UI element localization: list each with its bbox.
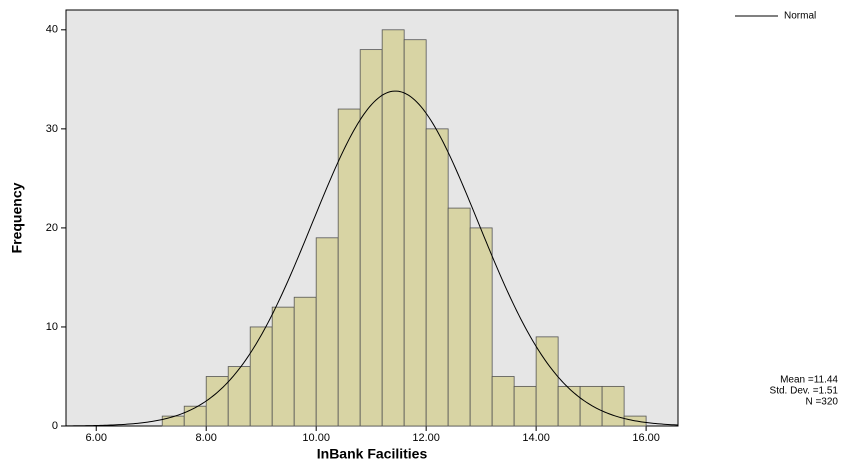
y-axis-label: Frequency <box>9 182 25 253</box>
y-tick-label: 10 <box>46 321 58 333</box>
bar <box>250 327 272 426</box>
bar <box>602 386 624 426</box>
bar <box>360 50 382 426</box>
bar <box>228 367 250 426</box>
bar <box>514 386 536 426</box>
bar <box>404 40 426 426</box>
stats-label: Std. Dev. =1.51 <box>770 386 839 397</box>
x-tick-label: 14.00 <box>522 432 550 444</box>
x-tick-label: 8.00 <box>196 432 217 444</box>
bar <box>272 307 294 426</box>
y-tick-label: 0 <box>52 420 58 432</box>
bar <box>448 208 470 426</box>
bar <box>162 416 184 426</box>
y-tick-label: 30 <box>46 123 58 135</box>
bar <box>470 228 492 426</box>
bar <box>558 386 580 426</box>
stats-label: N =320 <box>805 397 838 408</box>
bar <box>382 30 404 426</box>
bar <box>338 109 360 426</box>
y-tick-label: 20 <box>46 222 58 234</box>
stats-label: Mean =11.44 <box>780 375 838 386</box>
legend-label: Normal <box>784 11 816 22</box>
x-tick-label: 12.00 <box>412 432 440 444</box>
x-axis-label: InBank Facilities <box>317 446 428 462</box>
bar <box>536 337 558 426</box>
bar <box>184 406 206 426</box>
chart: InBank Facilities Frequency 0 10 20 30 40 6.0… <box>0 0 854 466</box>
bar <box>294 297 316 426</box>
x-tick-label: 16.00 <box>632 432 660 444</box>
bar <box>206 376 228 426</box>
x-tick-label: 6.00 <box>86 432 107 444</box>
x-tick-label: 10.00 <box>302 432 330 444</box>
bar <box>492 376 514 426</box>
bar <box>426 129 448 426</box>
bar <box>580 386 602 426</box>
bar <box>316 238 338 426</box>
y-tick-label: 40 <box>46 24 58 36</box>
